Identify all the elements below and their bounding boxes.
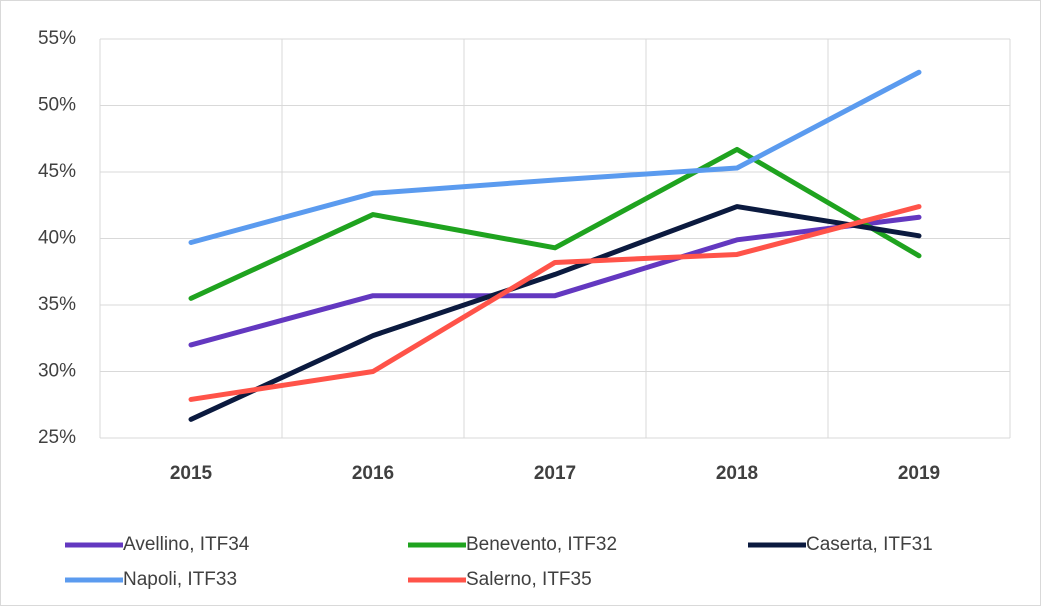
legend-label: Caserta, ITF31 <box>806 534 933 555</box>
series-line <box>188 204 922 422</box>
series-line <box>188 204 922 402</box>
legend-label: Avellino, ITF34 <box>123 534 250 555</box>
y-tick-label: 45% <box>38 161 76 182</box>
y-tick-label: 30% <box>38 361 76 382</box>
x-tick-label: 2015 <box>170 463 213 484</box>
y-tick-label: 35% <box>38 294 76 315</box>
legend-label: Salerno, ITF35 <box>466 569 592 590</box>
y-tick-label: 50% <box>38 95 76 116</box>
series-line <box>188 146 922 301</box>
y-tick-label: 25% <box>38 427 76 448</box>
legend-label: Napoli, ITF33 <box>123 569 237 590</box>
x-tick-label: 2017 <box>534 463 576 484</box>
legend-label: Benevento, ITF32 <box>466 534 617 555</box>
series-line <box>188 214 922 348</box>
series-line <box>188 69 922 245</box>
x-tick-label: 2019 <box>898 463 940 484</box>
x-tick-label: 2018 <box>716 463 758 484</box>
x-tick-label: 2016 <box>352 463 394 484</box>
y-tick-label: 55% <box>38 28 76 49</box>
y-tick-label: 40% <box>38 228 76 249</box>
